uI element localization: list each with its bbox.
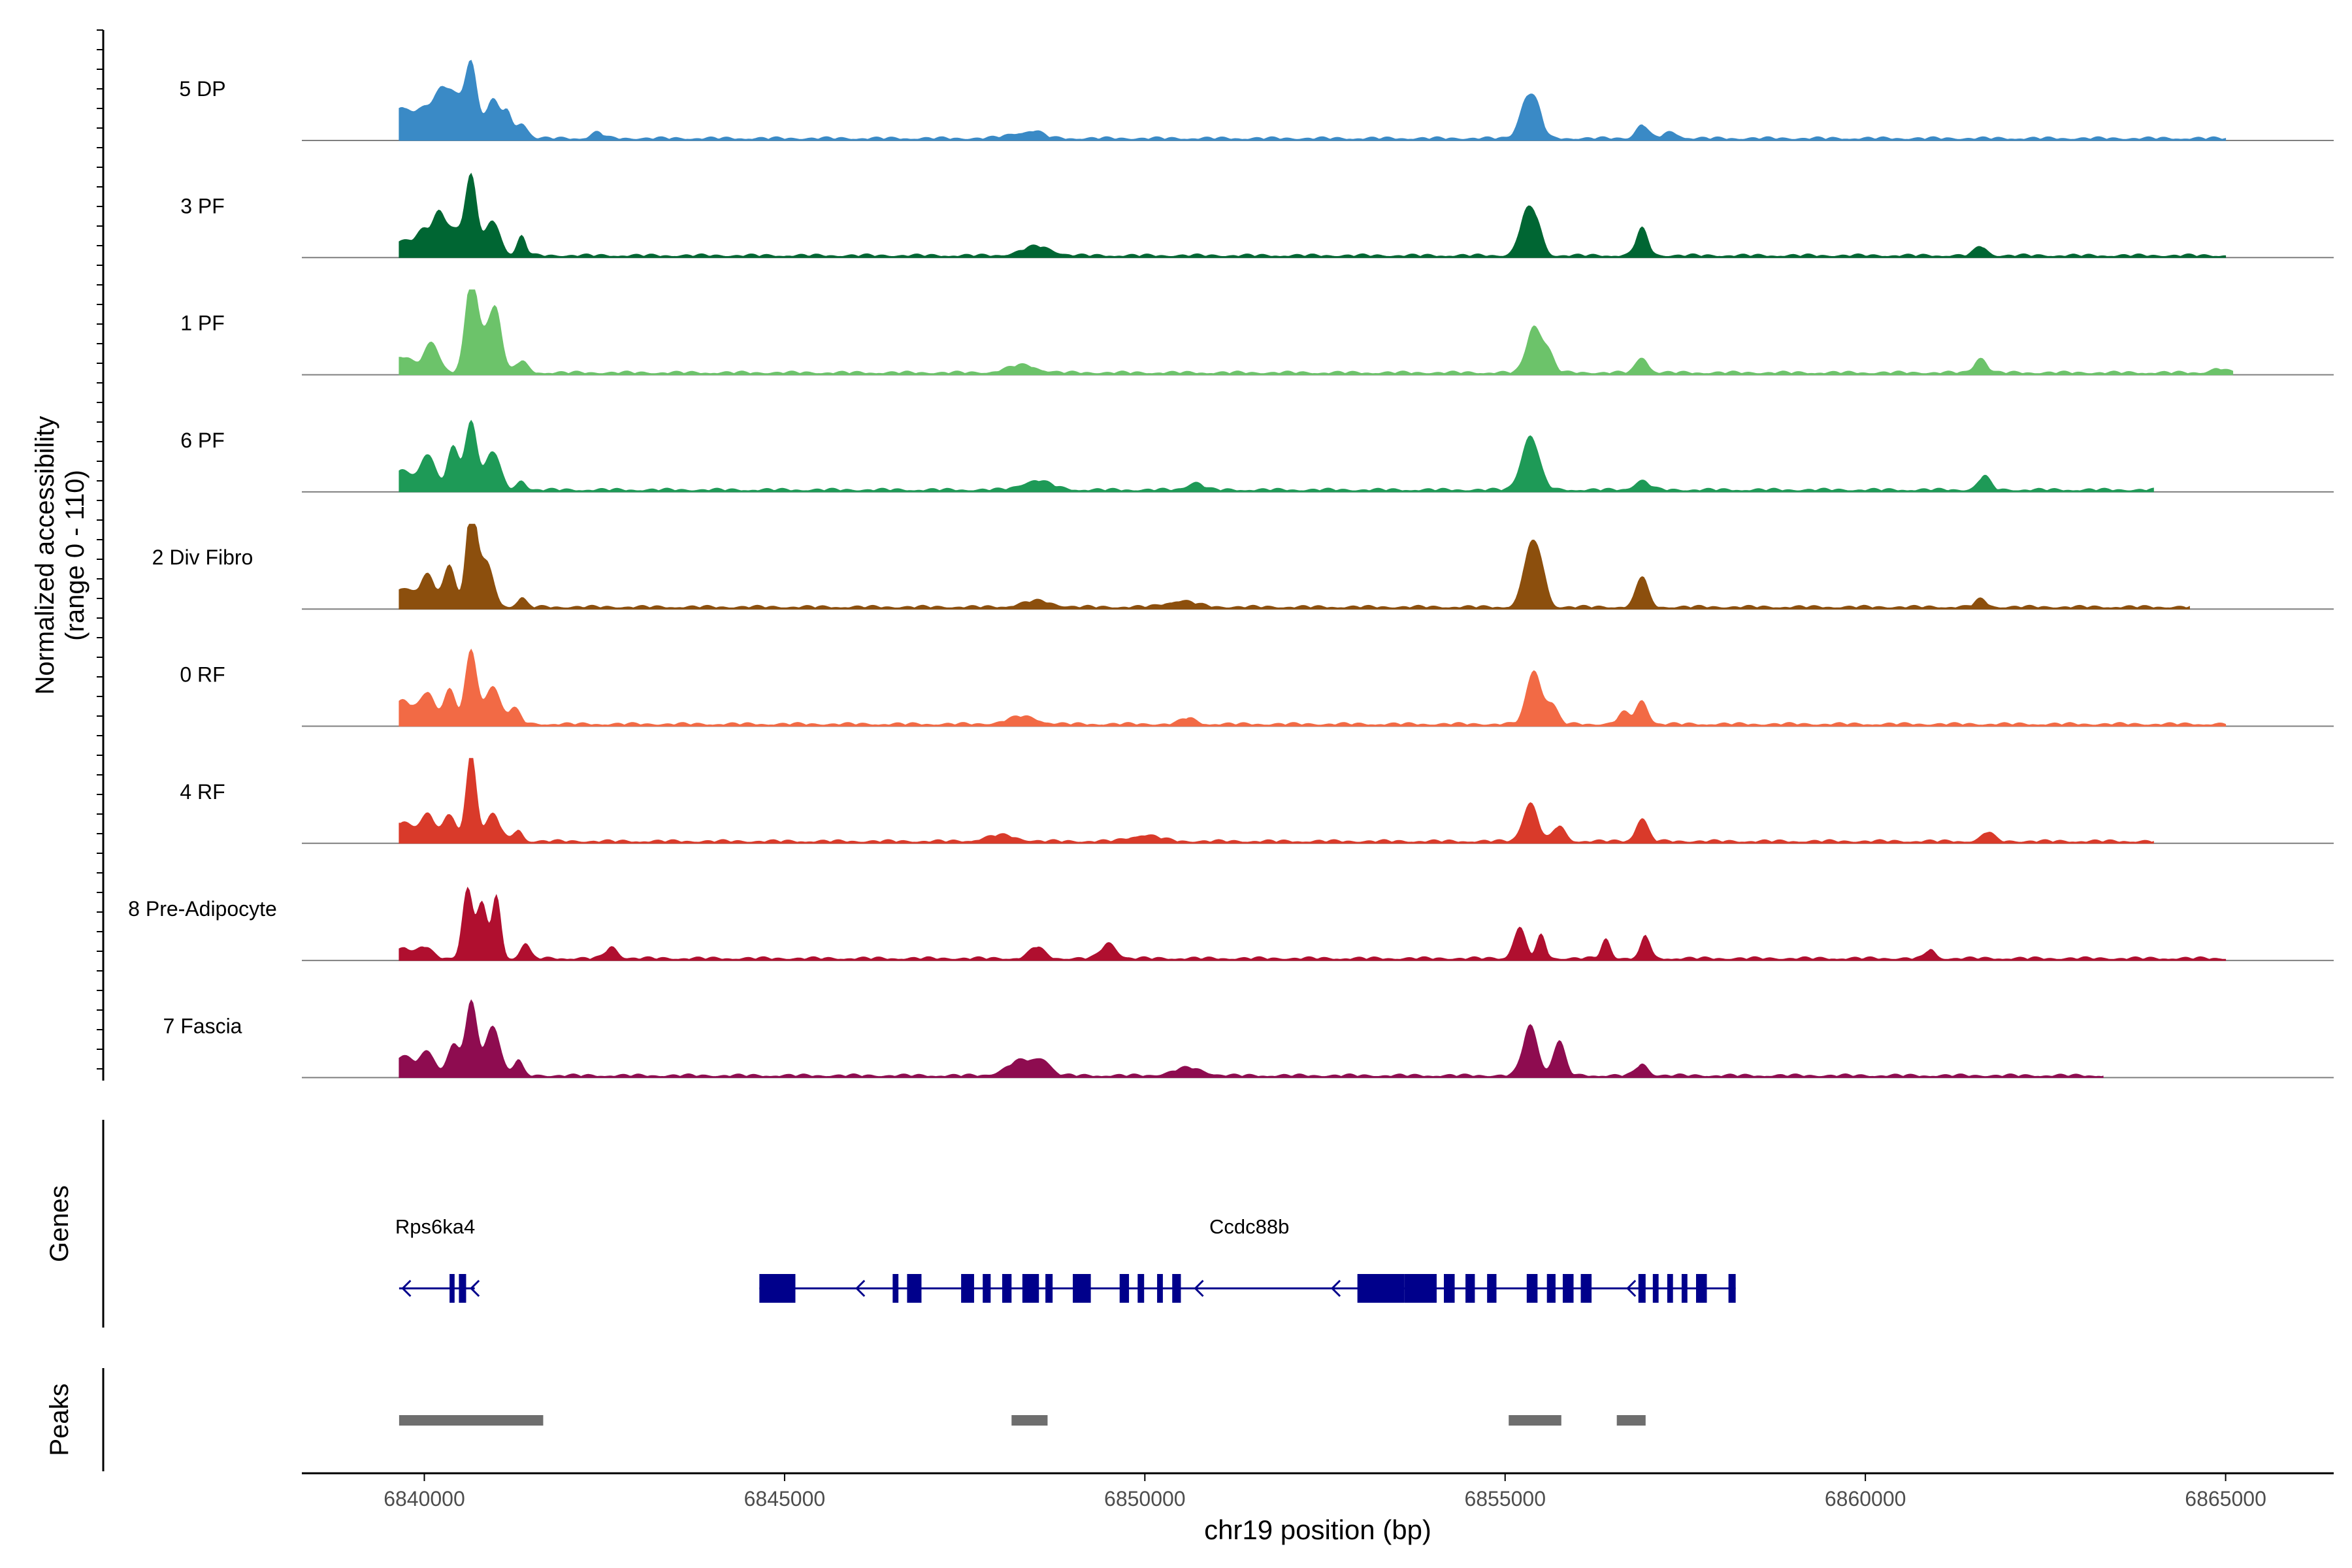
x-axis-tick-label: 6850000 [1104, 1487, 1186, 1511]
gene-exon [1652, 1274, 1659, 1303]
gene-exon [1580, 1274, 1592, 1303]
track-4: 6 PF [180, 419, 2334, 493]
gene-exon [1045, 1274, 1053, 1303]
track-label: 6 PF [180, 429, 225, 452]
gene-exon [1002, 1274, 1012, 1303]
track-7: 4 RF [180, 758, 2334, 844]
track-label: 2 Div Fibro [152, 546, 253, 569]
track-label: 3 PF [180, 194, 225, 218]
track-1: 5 DP [179, 59, 2334, 141]
peak-region [1509, 1415, 1561, 1426]
genes-panel-title: Genes [45, 1185, 74, 1262]
gene-label: Rps6ka4 [395, 1215, 475, 1238]
gene-exon [1526, 1274, 1538, 1303]
strand-arrow [1330, 1279, 1341, 1298]
peak-region [1616, 1415, 1646, 1426]
x-axis-title: chr19 position (bp) [1204, 1514, 1431, 1545]
gene-exon [1546, 1274, 1556, 1303]
gene-exon [1357, 1274, 1405, 1303]
gene-exon [1022, 1274, 1039, 1303]
coverage-area [399, 59, 2227, 141]
gene-exon [1638, 1274, 1646, 1303]
strand-arrow [855, 1279, 866, 1298]
track-label: 7 Fascia [163, 1014, 242, 1037]
gene-exon [1137, 1274, 1145, 1303]
gene-exon [1157, 1274, 1163, 1303]
peak-regions [399, 1415, 1646, 1426]
coverage-tracks: 5 DP 3 PF 1 PF 6 PF 2 Div Fibro 0 RF 4 RF 8 Pre… [128, 59, 2334, 1079]
gene-exon [892, 1274, 899, 1303]
strand-arrow [1626, 1279, 1637, 1298]
coverage-area [399, 419, 2154, 493]
track-2: 3 PF [180, 172, 2334, 259]
y-axis-title-line1: Normalized accessibility [31, 416, 59, 695]
x-axis-tick-label: 6845000 [744, 1487, 826, 1511]
track-label: 0 RF [180, 663, 225, 687]
gene-exon [759, 1274, 796, 1303]
coverage-area [399, 999, 2104, 1078]
coverage-area [399, 523, 2190, 610]
track-8: 8 Pre-Adipocyte [128, 887, 2334, 962]
gene-exon [907, 1274, 922, 1303]
strand-arrow [1194, 1279, 1204, 1298]
gene-exon [1172, 1274, 1181, 1303]
gene-exon [449, 1274, 455, 1303]
x-axis-tick-label: 6865000 [2185, 1487, 2266, 1511]
track-5: 2 Div Fibro [152, 523, 2334, 610]
x-axis-tick-label: 6855000 [1464, 1487, 1546, 1511]
gene-exon [1695, 1274, 1707, 1303]
gene-exon [1443, 1274, 1455, 1303]
peaks-panel-title: Peaks [45, 1383, 74, 1456]
gene-rps6ka4: Rps6ka4 [395, 1215, 480, 1303]
x-axis-tick-label: 6840000 [384, 1487, 465, 1511]
gene-exon [1728, 1274, 1736, 1303]
track-label: 5 DP [179, 77, 225, 101]
gene-exon [1073, 1274, 1091, 1303]
track-9: 7 Fascia [163, 999, 2334, 1079]
x-axis: 6840000 6845000 6850000 6855000 6860000 68650… [302, 1472, 2334, 1511]
gene-annotations: Rps6ka4 Ccdc88b [395, 1215, 1736, 1303]
track-3: 1 PF [180, 289, 2334, 376]
peak-region [399, 1415, 544, 1426]
gene-exon [459, 1274, 466, 1303]
gene-exon [1487, 1274, 1497, 1303]
strand-arrow [401, 1279, 412, 1298]
peak-region [1011, 1415, 1048, 1426]
gene-exon [983, 1274, 991, 1303]
gene-exon [1667, 1274, 1673, 1303]
gene-ccdc88b: Ccdc88b [759, 1215, 1736, 1303]
gene-exon [1681, 1274, 1688, 1303]
strand-arrow [470, 1279, 480, 1298]
gene-label: Ccdc88b [1209, 1215, 1289, 1238]
gene-exon [1404, 1274, 1437, 1303]
track-label: 8 Pre-Adipocyte [128, 897, 277, 921]
gene-exon [961, 1274, 974, 1303]
gene-exon [1465, 1274, 1475, 1303]
gene-exon [1562, 1274, 1574, 1303]
gene-exon [1119, 1274, 1130, 1303]
track-6: 0 RF [180, 648, 2334, 727]
coverage-area [399, 172, 2227, 258]
y-axis-title-line2: (range 0 - 110) [61, 470, 90, 641]
coverage-area [399, 289, 2234, 376]
coverage-area [399, 758, 2154, 844]
coverage-area [399, 648, 2227, 727]
track-label: 4 RF [180, 780, 225, 804]
x-axis-tick-label: 6860000 [1825, 1487, 1906, 1511]
track-label: 1 PF [180, 312, 225, 335]
coverage-y-axis [97, 29, 105, 1081]
coverage-area [399, 887, 2227, 961]
